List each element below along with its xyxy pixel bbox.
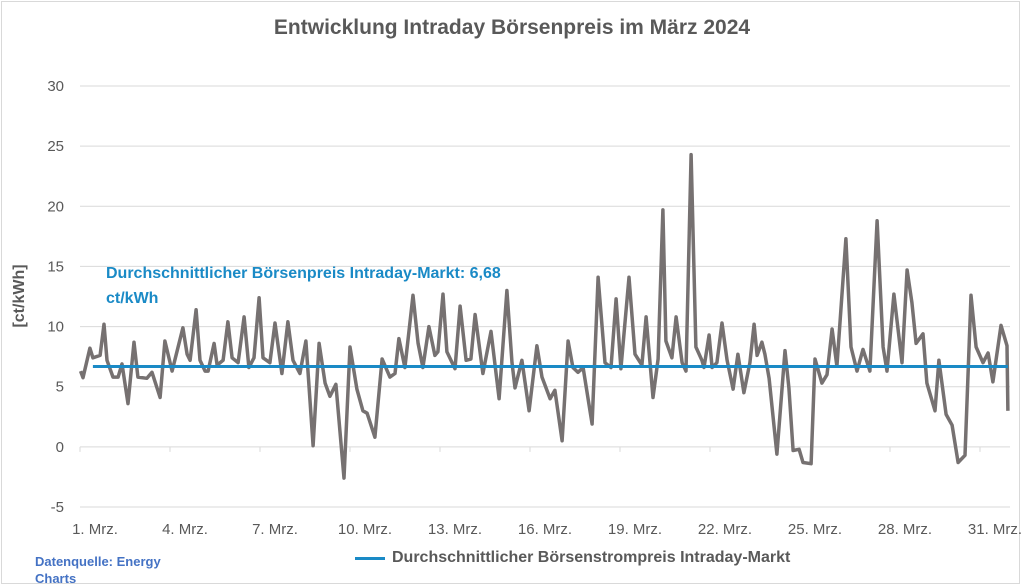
x-tick-label: 13. Mrz. [428,521,482,538]
chart-title: Entwicklung Intraday Börsenpreis im März… [274,16,750,39]
x-tick-label: 31. Mrz. [968,521,1022,538]
series-line-intraday-price [78,152,1010,480]
x-tick-label: 22. Mrz. [698,521,752,538]
y-tick-label: 0 [56,439,64,456]
x-tick-label: 16. Mrz. [518,521,572,538]
y-tick-label: -5 [51,499,64,516]
x-tick-label: 1. Mrz. [72,521,118,538]
y-tick-label: 5 [56,379,64,396]
x-tick-label: 25. Mrz. [788,521,842,538]
legend-swatch-average [355,556,385,560]
x-tick-label: 7. Mrz. [252,521,298,538]
y-axis-label: [ct/kWh] [11,264,28,327]
average-annotation: Durchschnittlicher Börsenpreis Intraday-… [106,265,501,307]
x-tick-label: 4. Mrz. [162,521,208,538]
legend-label-average: Durchschnittlicher Börsenstrompreis Intr… [392,549,791,566]
x-tick-label: 19. Mrz. [608,521,662,538]
y-tick-label: 15 [47,258,64,275]
y-tick-label: 20 [47,198,64,215]
legend: Durchschnittlicher Börsenstrompreis Intr… [355,549,790,567]
y-tick-label: 10 [47,319,64,336]
x-tick-label: 28. Mrz. [878,521,932,538]
x-tick-label: 10. Mrz. [338,521,392,538]
y-tick-label: 25 [47,138,64,155]
y-tick-label: 30 [47,78,64,95]
data-source: Datenquelle: Energy Charts [35,554,161,586]
